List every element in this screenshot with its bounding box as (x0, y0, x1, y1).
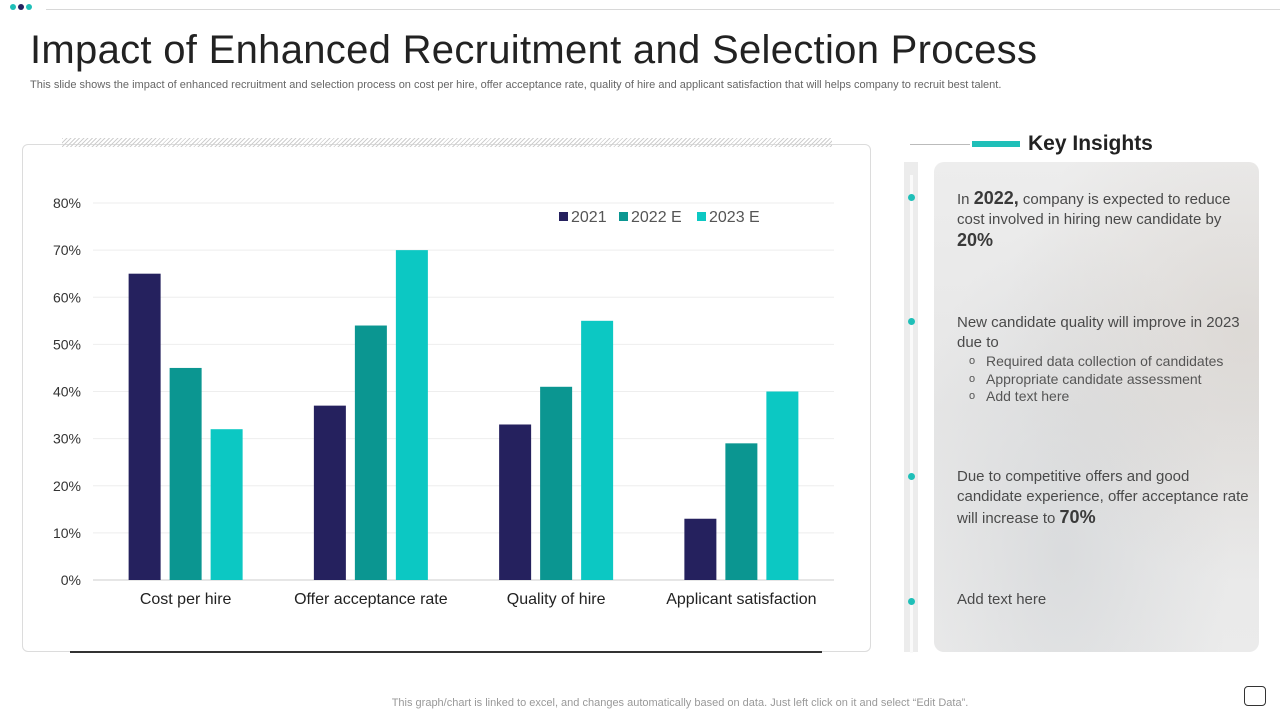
legend-label: 2021 (571, 209, 607, 226)
legend-swatch (619, 212, 628, 221)
insight-1-year: 2022, (973, 188, 1019, 208)
corner-box-icon[interactable] (1244, 686, 1266, 706)
insight-bullet-1 (908, 194, 915, 201)
insight-3-percent: 70% (1059, 507, 1096, 527)
bar[interactable] (128, 273, 161, 580)
insight-2-sublist: Required data collection of candidates A… (957, 353, 1249, 406)
chart-bottom-line (70, 651, 822, 653)
insight-2-subitem: Add text here (957, 388, 1249, 406)
dot-teal (10, 4, 16, 10)
y-tick-label: 70% (53, 242, 81, 258)
slide-dots (10, 4, 32, 10)
legend-label: 2023 E (709, 209, 760, 226)
dot-navy (18, 4, 24, 10)
chart-hatch-decoration (62, 138, 832, 147)
insight-2-subitem: Appropriate candidate assessment (957, 371, 1249, 389)
insight-3: Due to competitive offers and good candi… (957, 467, 1249, 529)
page-title: Impact of Enhanced Recruitment and Selec… (30, 28, 1038, 72)
insight-bullet-4 (908, 598, 915, 605)
insight-2-subitem: Required data collection of candidates (957, 353, 1249, 371)
insight-bullet-2 (908, 318, 915, 325)
bar[interactable] (313, 405, 346, 580)
insight-1-percent: 20% (957, 230, 994, 250)
bar[interactable] (395, 250, 428, 580)
insight-1: In 2022, company is expected to reduce c… (957, 188, 1249, 252)
legend-label: 2022 E (631, 209, 682, 226)
bar[interactable] (581, 320, 614, 580)
y-tick-label: 40% (53, 384, 81, 400)
insight-1-mid: company is expected to reduce cost invol… (957, 191, 1231, 228)
x-category-label: Applicant satisfaction (666, 591, 816, 608)
bar[interactable] (684, 518, 717, 580)
bar[interactable] (499, 424, 532, 580)
legend-swatch (697, 212, 706, 221)
y-tick-label: 50% (53, 336, 81, 352)
y-tick-label: 80% (53, 195, 81, 211)
insight-3-text: Due to competitive offers and good candi… (957, 468, 1249, 527)
footer-note: This graph/chart is linked to excel, and… (391, 697, 969, 709)
y-tick-label: 30% (53, 431, 81, 447)
page-subtitle: This slide shows the impact of enhanced … (30, 79, 1002, 91)
insight-2-text: New candidate quality will improve in 20… (957, 314, 1240, 351)
x-category-label: Cost per hire (140, 591, 232, 608)
bar[interactable] (540, 386, 573, 580)
y-tick-label: 60% (53, 289, 81, 305)
insight-4: Add text here (957, 591, 1047, 608)
y-tick-label: 10% (53, 525, 81, 541)
bar[interactable] (725, 443, 758, 580)
bar-chart[interactable]: 0% 10% 20% 30% 40% 50% 60% 70% 80% Cost per hire O… (0, 0, 880, 660)
insight-1-pre: In (957, 191, 974, 208)
top-divider (46, 9, 1280, 10)
key-insights-accent-bar (972, 141, 1020, 147)
insights-panel (934, 162, 1259, 652)
legend-swatch (559, 212, 568, 221)
bar[interactable] (169, 367, 202, 580)
key-insights-line (910, 144, 970, 145)
y-tick-label: 20% (53, 478, 81, 494)
insights-side-line (910, 175, 913, 653)
y-tick-label: 0% (61, 572, 81, 588)
key-insights-title: Key Insights (1028, 132, 1153, 155)
x-category-label: Quality of hire (507, 591, 606, 608)
bar[interactable] (354, 325, 387, 580)
insight-bullet-3 (908, 473, 915, 480)
insight-2: New candidate quality will improve in 20… (957, 313, 1249, 406)
dot-teal-2 (26, 4, 32, 10)
x-category-label: Offer acceptance rate (294, 591, 448, 608)
bar[interactable] (210, 429, 243, 580)
bar[interactable] (766, 391, 799, 581)
